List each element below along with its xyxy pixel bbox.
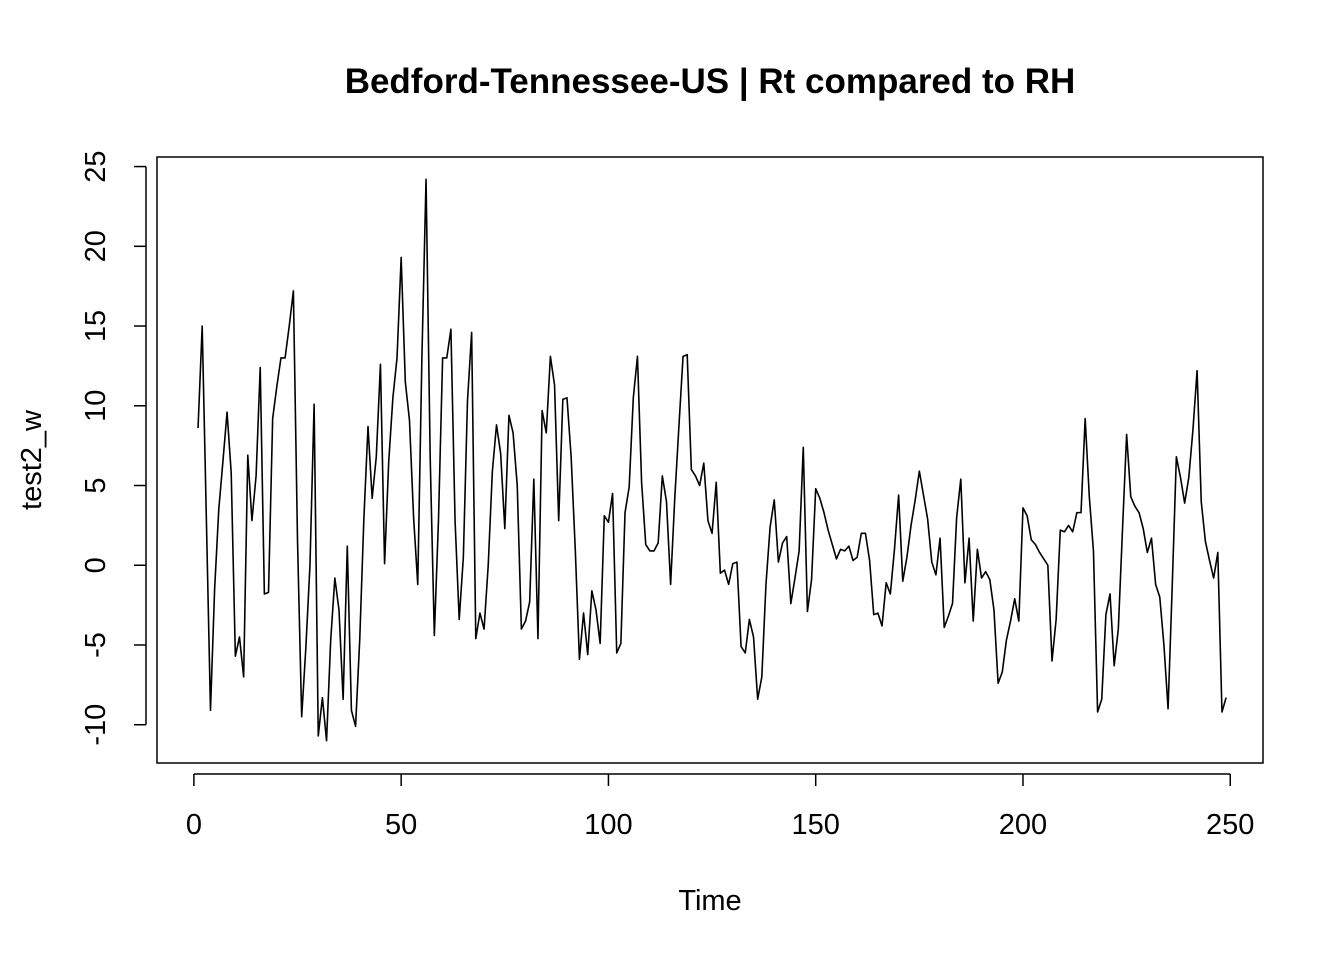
y-tick-label: 0 — [80, 557, 112, 573]
series-line-test2_w — [197, 178, 1227, 742]
y-tick-label: 20 — [80, 230, 112, 262]
x-tick-label: 50 — [385, 809, 417, 841]
y-tick-label: -10 — [80, 704, 112, 746]
y-tick-label: 10 — [80, 390, 112, 422]
y-tick-label: -5 — [80, 632, 112, 658]
x-tick-label: 0 — [186, 809, 202, 841]
y-tick-label: 25 — [80, 150, 112, 182]
x-axis: 0 50 100 150 200 250 — [186, 773, 1254, 841]
y-axis: -10 -5 0 5 10 15 20 25 — [80, 150, 147, 746]
x-tick-label: 150 — [792, 809, 840, 841]
x-tick-label: 200 — [999, 809, 1047, 841]
x-axis-label: Time — [678, 885, 741, 917]
x-tick-label: 100 — [584, 809, 632, 841]
plot-frame — [156, 156, 1264, 764]
series-layer — [197, 178, 1227, 742]
y-tick-label: 5 — [80, 477, 112, 493]
x-tick-label: 250 — [1206, 809, 1254, 841]
y-tick-label: 15 — [80, 310, 112, 342]
y-axis-label: test2_w — [16, 409, 48, 510]
chart-title: Bedford-Tennessee-US | Rt compared to RH — [345, 62, 1076, 101]
